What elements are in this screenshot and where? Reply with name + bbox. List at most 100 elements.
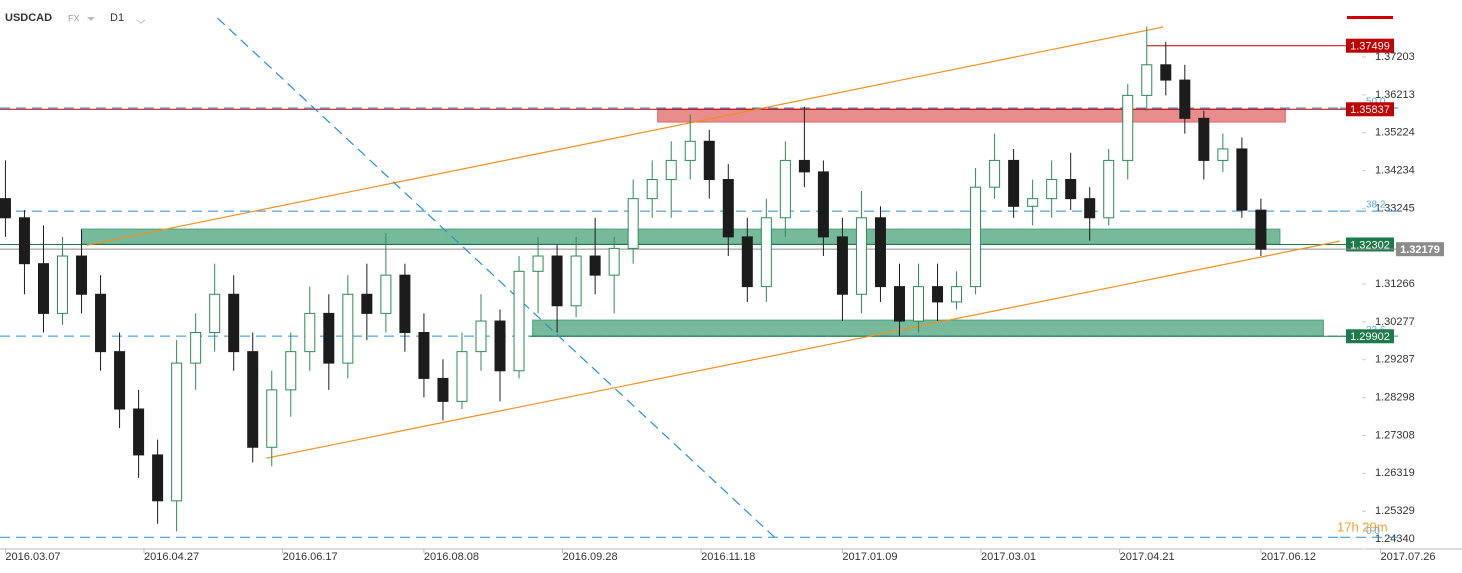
- candle-body: [1046, 179, 1058, 200]
- candle-body: [1236, 148, 1248, 211]
- candle-body: [152, 454, 164, 502]
- candle-body: [323, 312, 335, 364]
- symbol: USDCAD: [5, 12, 52, 24]
- timeframe[interactable]: D1: [110, 12, 124, 24]
- candle-body: [989, 159, 1001, 188]
- candle-body: [475, 320, 487, 353]
- candle-body: [114, 351, 126, 410]
- candle-body: [722, 179, 734, 238]
- x-tick-label: 2016.06.17: [283, 551, 338, 563]
- candle-body: [951, 286, 963, 303]
- candle-body: [913, 286, 925, 322]
- candle-body: [304, 312, 316, 353]
- y-tick-label: 1.33245: [1375, 202, 1415, 214]
- candle-body: [247, 351, 259, 448]
- market: FX: [68, 13, 80, 23]
- fib-label: 0.0: [1366, 526, 1380, 537]
- zone: [81, 228, 1281, 245]
- y-tick-label: 1.27308: [1375, 429, 1415, 441]
- candle-body: [570, 255, 582, 307]
- candle-body: [1217, 148, 1229, 161]
- candle-body: [589, 255, 601, 276]
- candle-body: [836, 236, 848, 295]
- x-tick-label: 2016.09.28: [563, 551, 618, 563]
- candle-body: [1141, 64, 1153, 96]
- fib-label: 50.0: [1366, 97, 1386, 108]
- y-tick-label: 1.28298: [1375, 392, 1415, 404]
- y-tick-label: 1.30277: [1375, 316, 1415, 328]
- candle-body: [608, 247, 620, 276]
- candle-body: [266, 389, 278, 448]
- x-tick-label: 2016.04.27: [144, 551, 199, 563]
- candle-body: [1179, 79, 1191, 119]
- candle-body: [342, 293, 354, 364]
- candle-body: [874, 217, 886, 288]
- level-label: 1.32302: [1350, 239, 1390, 251]
- candle-body: [970, 186, 982, 288]
- dropdown-caret[interactable]: [87, 17, 95, 21]
- candle-body: [741, 236, 753, 288]
- level-label-box: [1346, 237, 1394, 252]
- y-tick-label: 1.35224: [1375, 127, 1415, 139]
- dashed-trend-line: [216, 17, 775, 538]
- candle-body: [399, 274, 411, 334]
- y-axis: 1.37203 1.36213 1.35224 1.34234 1.33245 1.312…: [1362, 51, 1415, 550]
- x-tick-label: 2016.03.07: [5, 551, 60, 563]
- candle-body: [779, 159, 791, 219]
- candle-body: [665, 159, 677, 181]
- candle-body: [798, 159, 810, 173]
- level-label: 1.32179: [1400, 244, 1440, 256]
- zone: [657, 108, 1286, 123]
- dropdown-caret[interactable]: [136, 19, 146, 24]
- candle-body: [285, 351, 297, 391]
- x-tick-label: 2017.04.21: [1120, 551, 1175, 563]
- candle-body: [1103, 159, 1115, 219]
- y-tick-label: 1.26319: [1375, 467, 1415, 479]
- level-label: 1.35837: [1350, 104, 1390, 116]
- candle-body: [133, 408, 145, 456]
- candle-body: [893, 286, 905, 322]
- level-label: 1.29902: [1350, 331, 1390, 343]
- candle-body: [760, 217, 772, 288]
- candle-body: [1084, 198, 1096, 219]
- candle-body: [437, 377, 449, 402]
- level-label-box: [1346, 102, 1394, 117]
- candle-body: [37, 263, 49, 314]
- candle-body: [627, 198, 639, 249]
- candle-body: [171, 362, 183, 502]
- trend-line: [86, 26, 1164, 246]
- countdown: 17h 29m: [1337, 519, 1388, 534]
- candle-body: [418, 332, 430, 379]
- x-tick-label: 2016.11.18: [701, 551, 755, 563]
- candle-body: [855, 217, 867, 295]
- candle-body: [57, 255, 69, 314]
- candle-body: [532, 255, 544, 272]
- level-label-box: [1346, 38, 1394, 53]
- x-tick-label: 2017.06.12: [1261, 551, 1316, 563]
- candle-body: [76, 255, 88, 295]
- candle-body: [0, 198, 11, 219]
- trend-line: [266, 240, 1340, 459]
- candle-body: [1198, 117, 1210, 161]
- x-tick-label: 2017.01.09: [842, 551, 897, 563]
- candle-body: [95, 293, 107, 353]
- level-label-box: [1396, 242, 1444, 257]
- candle-body: [380, 274, 392, 314]
- candle-body: [817, 171, 829, 238]
- zone: [532, 319, 1324, 337]
- candle-body: [456, 351, 468, 402]
- candle-body: [1027, 198, 1039, 207]
- candle-body: [1160, 64, 1172, 81]
- candle-body: [1122, 94, 1134, 161]
- plot-area: [0, 17, 1340, 538]
- candle-body: [646, 179, 658, 200]
- candle-body: [18, 217, 30, 265]
- candle-body: [1065, 179, 1077, 200]
- y-tick-label: 1.34234: [1375, 164, 1415, 176]
- y-tick-label: 1.31266: [1375, 278, 1415, 290]
- candle-body: [703, 140, 715, 181]
- y-tick-label: 1.24340: [1375, 533, 1415, 545]
- candle-body: [209, 293, 221, 334]
- y-tick-label: 1.29287: [1375, 354, 1415, 366]
- candle-body: [513, 270, 525, 372]
